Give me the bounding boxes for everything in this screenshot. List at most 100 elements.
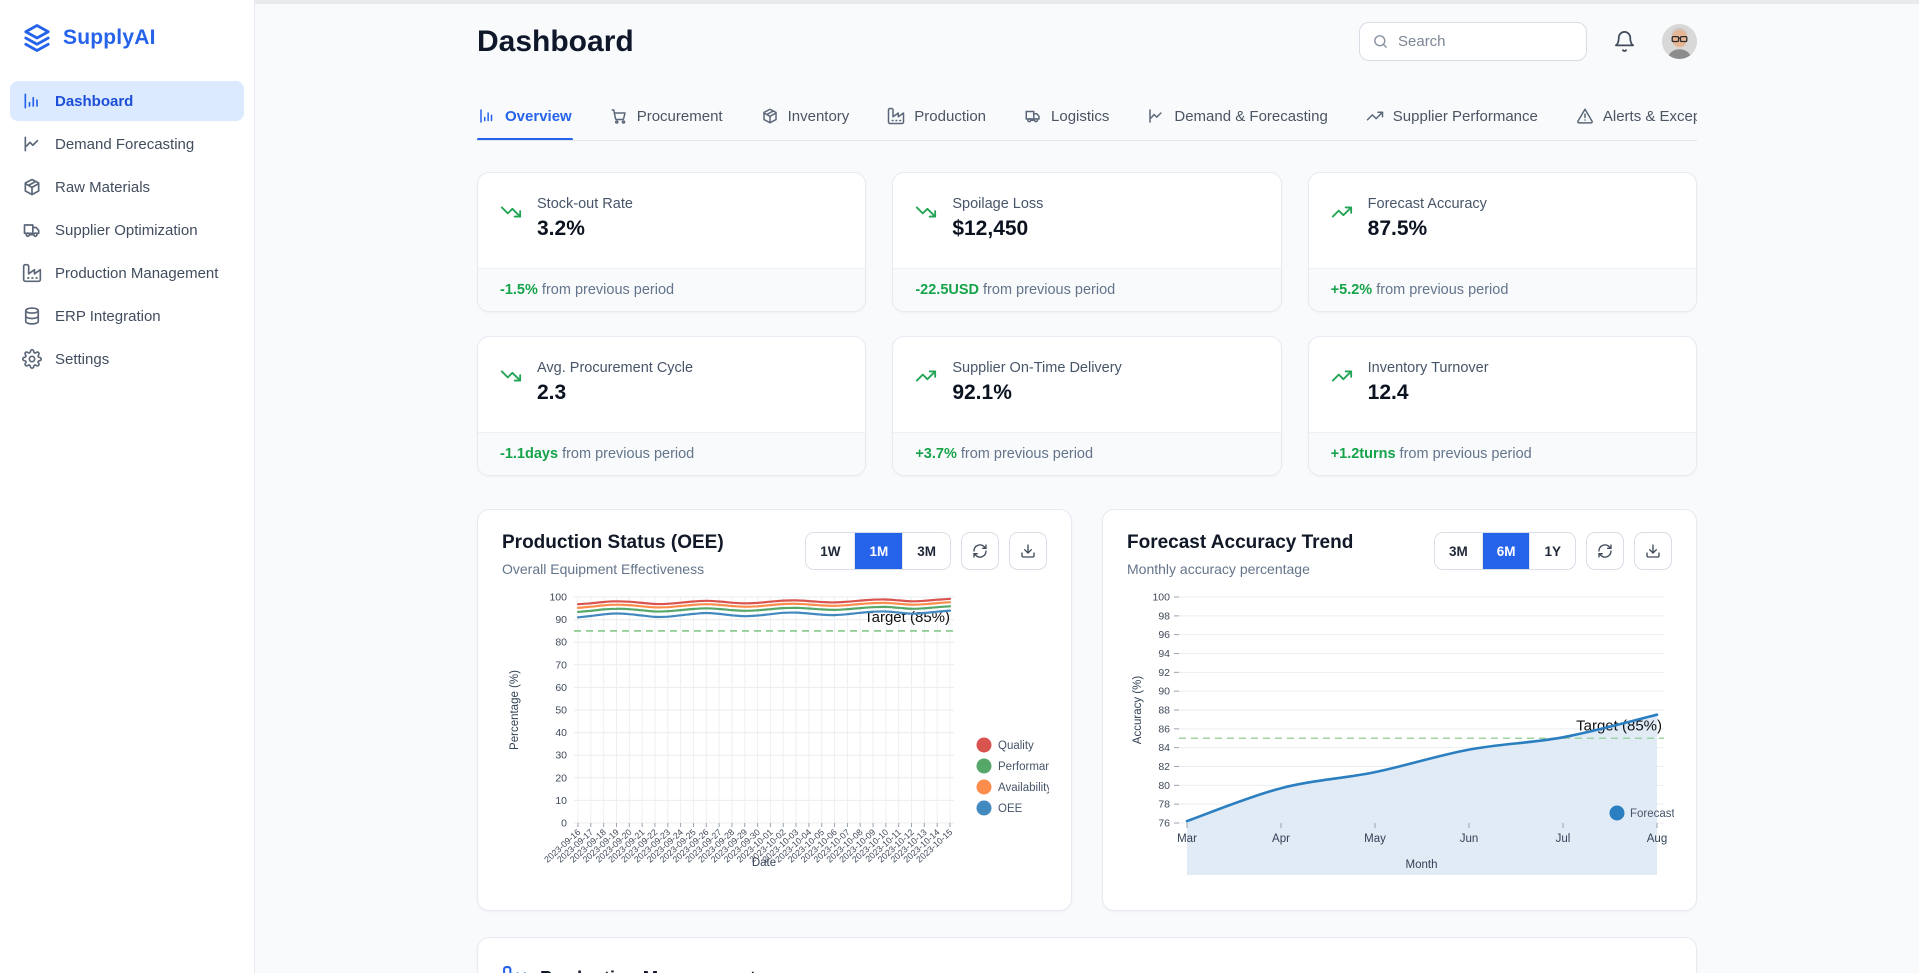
refresh-button-left[interactable] — [961, 532, 999, 570]
download-icon — [1646, 544, 1660, 558]
kpi-footer: -1.5% from previous period — [478, 268, 866, 311]
range-button-3m[interactable]: 3M — [1434, 533, 1483, 569]
kpi-delta: +3.7% — [915, 446, 957, 462]
trending-down-icon — [500, 201, 522, 228]
svg-text:84: 84 — [1158, 742, 1170, 754]
tab-label: Overview — [505, 107, 572, 125]
svg-text:98: 98 — [1158, 610, 1170, 622]
svg-text:Accuracy (%): Accuracy (%) — [1132, 676, 1144, 745]
notifications-button[interactable] — [1613, 30, 1636, 53]
trending-up-icon — [1366, 111, 1384, 121]
trending-down-icon — [500, 365, 522, 392]
kpi-label: Avg. Procurement Cycle — [537, 360, 694, 376]
factory-icon — [503, 966, 526, 973]
svg-text:96: 96 — [1158, 629, 1170, 641]
chart-controls-left: 1W 1M 3M — [805, 532, 1047, 570]
svg-text:76: 76 — [1158, 818, 1170, 830]
refresh-icon — [1598, 544, 1612, 558]
refresh-button-right[interactable] — [1586, 532, 1624, 570]
sidebar-nav: Dashboard Demand Forecasting Raw Materials… — [0, 81, 254, 379]
svg-text:30: 30 — [555, 750, 567, 762]
svg-text:90: 90 — [555, 614, 567, 626]
bar-chart-icon — [24, 93, 38, 109]
package-icon — [762, 108, 777, 124]
svg-text:20: 20 — [555, 772, 567, 784]
kpi-card: Avg. Procurement Cycle 2.3 -1.1days from p… — [477, 336, 867, 476]
svg-text:0: 0 — [561, 818, 567, 830]
svg-text:80: 80 — [1158, 780, 1170, 792]
main-area: Dashboard — [255, 0, 1919, 973]
svg-text:Percentage (%): Percentage (%) — [509, 670, 521, 750]
range-button-1y[interactable]: 1Y — [1530, 533, 1575, 569]
kpi-footer: -22.5USD from previous period — [893, 268, 1281, 311]
refresh-icon — [973, 544, 987, 558]
sidebar-item-production-management[interactable]: Production Management — [10, 253, 244, 293]
kpi-delta: -22.5USD — [915, 282, 979, 298]
range-button-6m[interactable]: 6M — [1482, 533, 1531, 569]
user-avatar[interactable] — [1662, 24, 1697, 59]
logo: SupplyAI — [0, 0, 254, 78]
tab-label: Inventory — [787, 107, 850, 125]
svg-text:60: 60 — [555, 682, 567, 694]
svg-text:Jun: Jun — [1460, 833, 1479, 845]
svg-text:Aug: Aug — [1647, 833, 1667, 845]
search-box[interactable] — [1359, 22, 1587, 61]
sidebar-item-erp-integration[interactable]: ERP Integration — [10, 296, 244, 336]
sidebar-item-supplier-optimization[interactable]: Supplier Optimization — [10, 210, 244, 250]
kpi-label: Inventory Turnover — [1367, 360, 1489, 376]
sidebar-item-dashboard[interactable]: Dashboard — [10, 81, 244, 121]
avatar-image — [1662, 24, 1697, 59]
tab-procurement[interactable]: Procurement — [609, 97, 724, 140]
kpi-value: 2.3 — [537, 381, 567, 404]
sidebar-item-label: Supplier Optimization — [55, 221, 198, 239]
sidebar-item-label: Demand Forecasting — [55, 135, 195, 153]
kpi-card: Inventory Turnover 12.4 +1.2turns from pre… — [1307, 336, 1697, 476]
production-management-card[interactable]: Production Management Access the product… — [477, 937, 1697, 973]
svg-text:78: 78 — [1158, 799, 1170, 811]
tab-label: Alerts & Exceptions — [1602, 107, 1697, 125]
truck-icon — [1025, 110, 1040, 123]
tab-demand-forecasting[interactable]: Demand & Forecasting — [1146, 97, 1328, 140]
svg-text:Availability: Availability — [998, 782, 1049, 794]
chart-title: Forecast Accuracy Trend — [1127, 532, 1354, 553]
svg-text:Jul: Jul — [1556, 833, 1571, 845]
sidebar-item-raw-materials[interactable]: Raw Materials — [10, 167, 244, 207]
svg-text:80: 80 — [555, 637, 567, 649]
package-icon — [24, 178, 40, 196]
trending-down-icon — [500, 370, 522, 382]
svg-text:70: 70 — [555, 659, 567, 671]
search-input[interactable] — [1398, 33, 1574, 50]
line-chart-icon — [1149, 109, 1162, 123]
layers-logo-icon — [22, 23, 52, 53]
charts-row: Production Status (OEE) Overall Equipmen… — [477, 509, 1697, 911]
search-icon — [1374, 35, 1387, 48]
trending-up-icon — [1331, 206, 1352, 218]
alert-triangle-icon — [1576, 108, 1593, 124]
sidebar-item-settings[interactable]: Settings — [10, 339, 244, 379]
download-button-right[interactable] — [1634, 532, 1672, 570]
tab-inventory[interactable]: Inventory — [760, 97, 851, 140]
trending-down-icon — [916, 206, 937, 218]
tab-overview[interactable]: Overview — [477, 97, 573, 140]
tab-supplier-performance[interactable]: Supplier Performance — [1365, 97, 1539, 140]
oee-line-chart: 01020304050607080901002023-09-162023-09-… — [509, 592, 1049, 870]
svg-text:10: 10 — [555, 795, 567, 807]
sidebar-item-demand-forecasting[interactable]: Demand Forecasting — [10, 124, 244, 164]
range-button-1m[interactable]: 1M — [855, 533, 904, 569]
range-selector-left: 1W 1M 3M — [805, 532, 951, 570]
gear-icon — [22, 349, 42, 369]
truck-icon — [23, 224, 40, 238]
tab-logistics[interactable]: Logistics — [1023, 97, 1110, 140]
database-icon — [24, 307, 40, 325]
kpi-delta: -1.5% — [500, 282, 538, 298]
range-button-3m[interactable]: 3M — [903, 533, 950, 569]
download-button-left[interactable] — [1009, 532, 1047, 570]
tab-label: Supplier Performance — [1392, 107, 1538, 125]
chart-title: Production Status (OEE) — [502, 532, 724, 553]
kpi-value: 87.5% — [1367, 217, 1428, 240]
range-button-1w[interactable]: 1W — [806, 533, 856, 569]
tab-production[interactable]: Production — [886, 97, 987, 140]
bell-icon — [1615, 31, 1634, 52]
tab-alerts-exceptions[interactable]: Alerts & Exceptions — [1575, 97, 1697, 140]
kpi-delta: -1.1days — [500, 446, 559, 462]
